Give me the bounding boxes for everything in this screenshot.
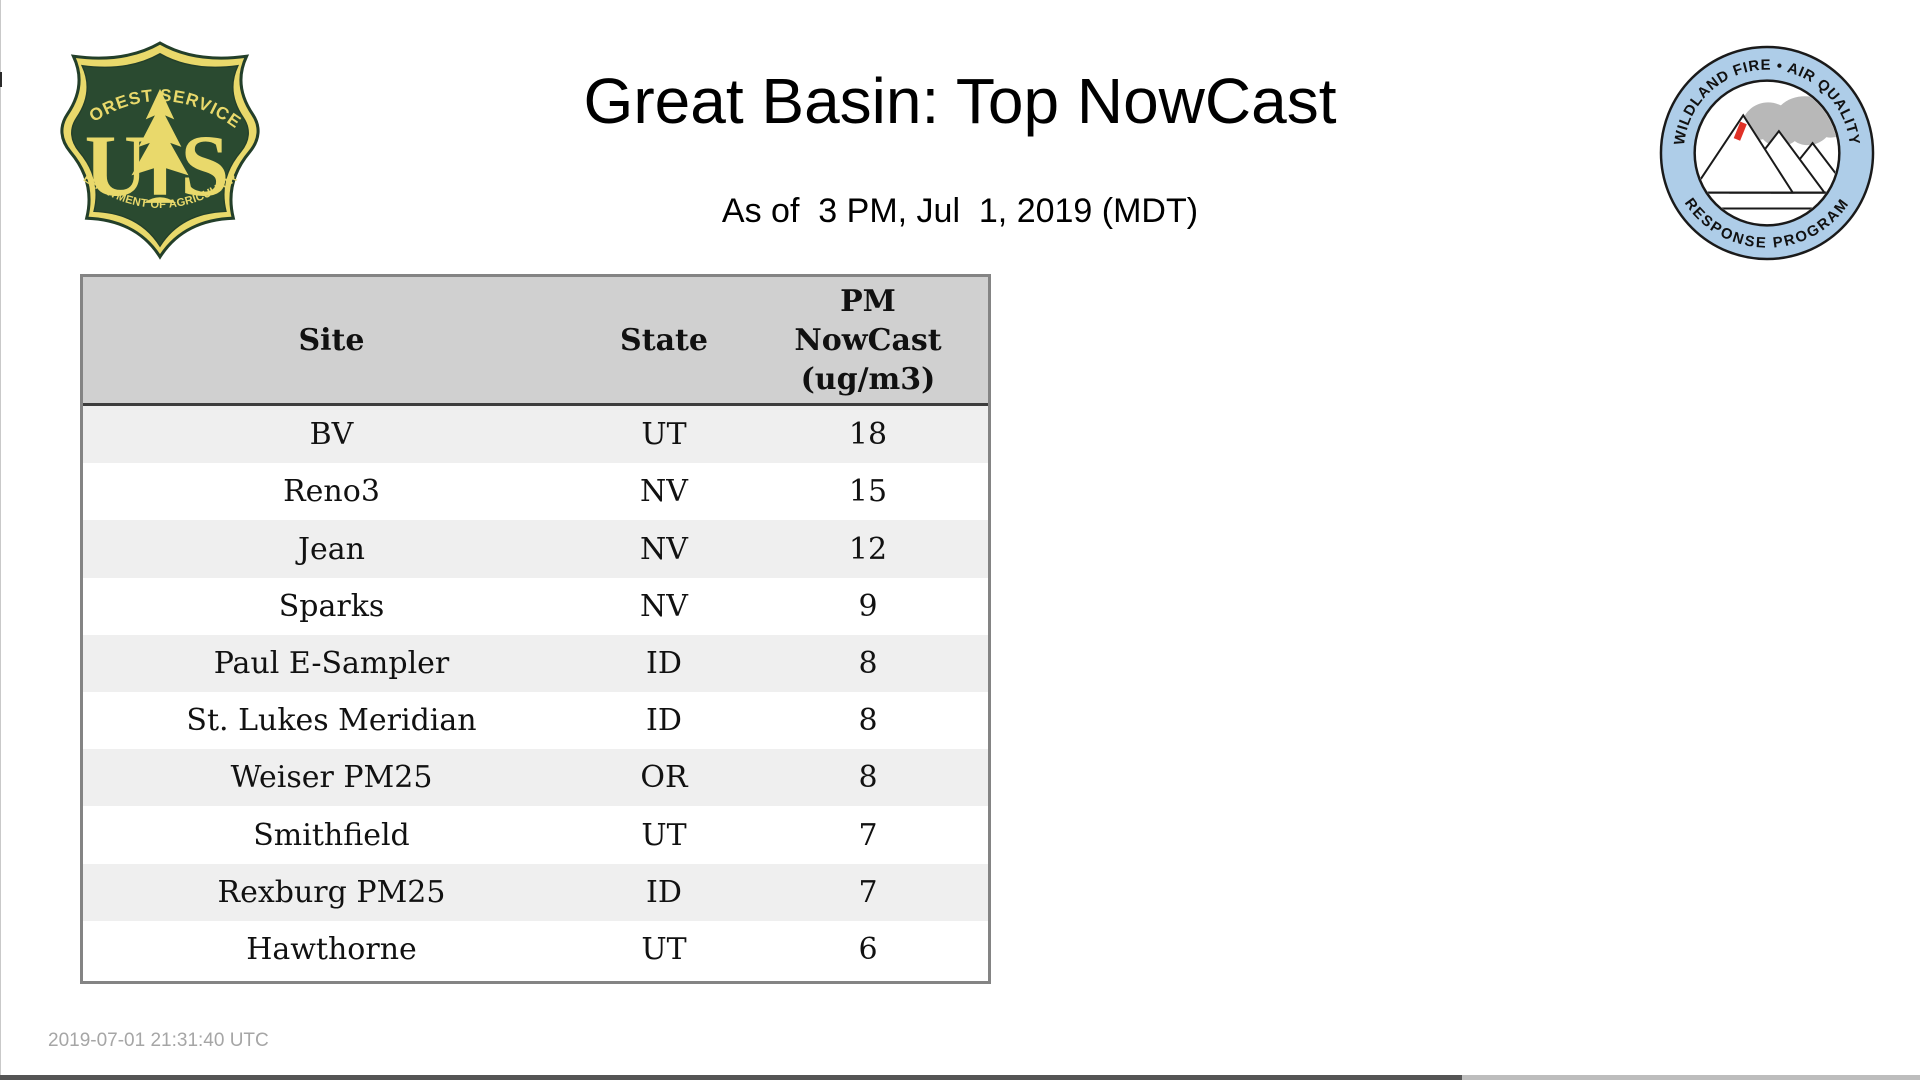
header-state: State [620,322,708,358]
forest-service-logo-icon: FOREST SERVICE U S DEPARTMENT OF AGRICUL… [54,40,260,260]
value-cell: 15 [848,474,888,510]
table-row: Smithfield UT 7 [83,806,988,864]
site-cell: Hawthorne [246,931,417,967]
value-cell: 7 [858,817,878,853]
table-row: Reno3 NV 15 [83,463,988,521]
table-row: Paul E-Sampler ID 8 [83,634,988,693]
value-cell: 7 [858,874,878,910]
fire-mark [1733,121,1747,141]
header-pm-line3: (ug/m3) [800,361,936,397]
state-cell: OR [640,760,688,796]
header-pm-nowcast: PM NowCast (ug/m3) [748,282,988,399]
page-title: Great Basin: Top NowCast [583,65,1337,137]
state-cell: NV [640,474,688,510]
state-cell: UT [641,417,687,453]
pine-tree-icon [131,88,189,195]
generated-timestamp: 2019-07-01 21:31:40 UTC [48,1030,269,1051]
table-body: BV UT 18 Reno3 NV 15 Jean NV 12 Sparks N… [83,406,988,979]
site-cell: Weiser PM25 [230,760,433,796]
site-cell: Reno3 [283,474,380,510]
window-left-border [0,0,1,1075]
page-subtitle: As of 3 PM, Jul 1, 2019 (MDT) [721,192,1199,230]
site-cell: Jean [298,531,365,567]
site-cell: St. Lukes Meridian [186,703,477,739]
table-row: Hawthorne UT 6 [83,920,988,979]
table-row: BV UT 18 [83,406,988,464]
value-cell: 6 [858,931,878,967]
table-row: Sparks NV 9 [83,577,988,635]
value-cell: 8 [858,760,878,796]
value-cell: 12 [848,531,888,567]
horizontal-scrollbar[interactable] [0,1075,1920,1080]
header-pm-line1: PM [840,283,896,319]
state-cell: NV [640,588,688,624]
site-cell: Smithfield [253,817,410,853]
us-letter-s: S [180,117,229,214]
state-cell: UT [641,931,687,967]
state-cell: ID [646,703,682,739]
state-cell: UT [641,817,687,853]
state-cell: NV [640,531,688,567]
scrollbar-thumb[interactable] [0,1075,1462,1080]
site-cell: Rexburg PM25 [217,874,446,910]
header-site: Site [298,322,365,358]
header-pm-line2: NowCast [794,322,942,358]
table-row: Weiser PM25 OR 8 [83,749,988,807]
state-cell: ID [646,645,682,681]
nowcast-table: Site State PM NowCast (ug/m3) BV UT 18 R… [80,274,991,984]
value-cell: 9 [858,588,878,624]
site-cell: BV [309,417,354,453]
value-cell: 8 [858,703,878,739]
window-edge-mark [0,72,2,87]
table-row: Jean NV 12 [83,520,988,578]
state-cell: ID [646,874,682,910]
value-cell: 18 [848,417,888,453]
site-cell: Paul E-Sampler [213,645,450,681]
wildland-fire-air-quality-logo-icon: WILDLAND FIRE • AIR QUALITY RESPONSE PRO… [1659,45,1875,261]
site-cell: Sparks [278,588,385,624]
table-header-row: Site State PM NowCast (ug/m3) [83,277,988,406]
pine-tree-base [143,197,177,203]
table-row: St. Lukes Meridian ID 8 [83,692,988,750]
value-cell: 8 [858,645,878,681]
table-row: Rexburg PM25 ID 7 [83,863,988,921]
